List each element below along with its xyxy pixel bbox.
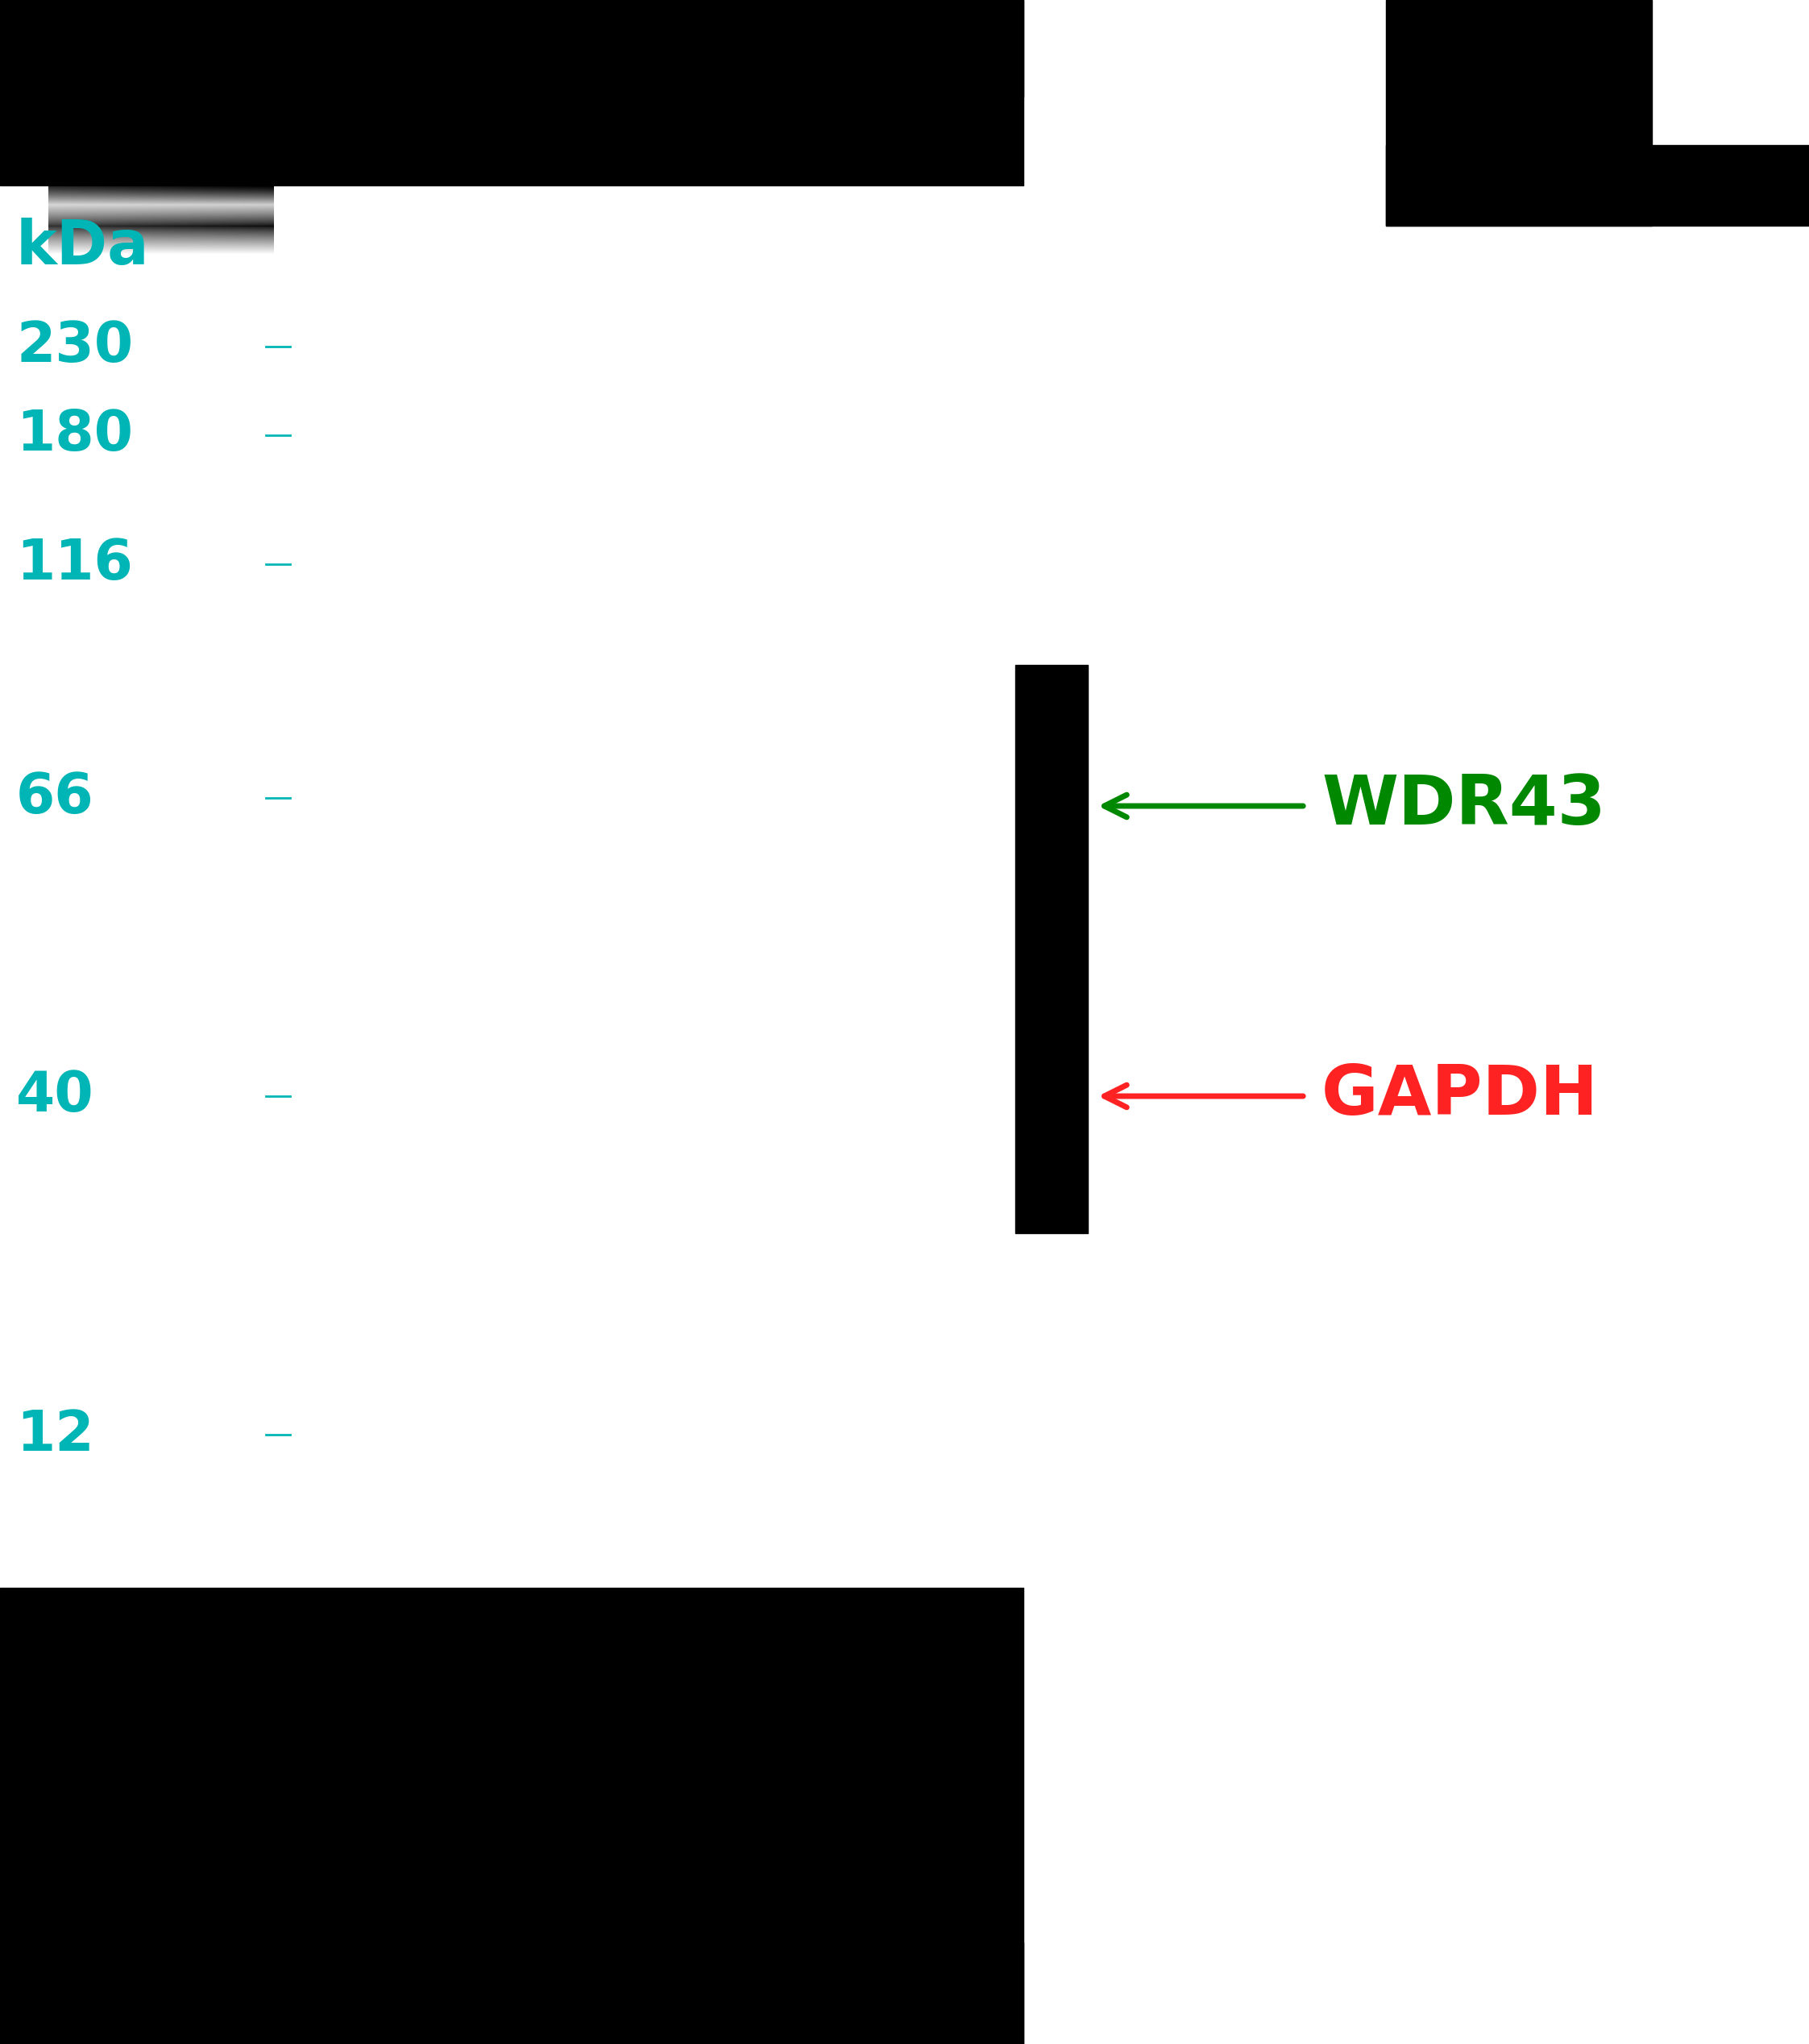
Text: 66: 66 — [16, 771, 94, 826]
Text: GAPDH: GAPDH — [1322, 1063, 1599, 1130]
Text: 180: 180 — [16, 409, 134, 462]
Text: 230: 230 — [16, 319, 134, 374]
Bar — [1386, 145, 1809, 225]
Text: kDa: kDa — [16, 217, 150, 278]
Text: 40: 40 — [16, 1069, 94, 1122]
Text: 12: 12 — [16, 1408, 94, 1461]
Text: WDR43: WDR43 — [1322, 773, 1606, 840]
Text: 116: 116 — [16, 538, 132, 591]
Bar — [1386, 0, 1652, 225]
